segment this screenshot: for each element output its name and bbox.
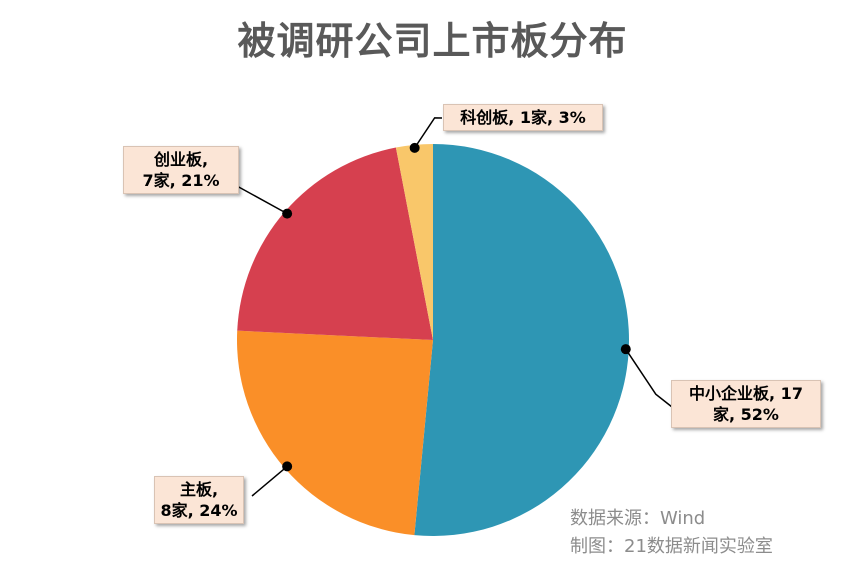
slice-zhongxiao-leader-dot xyxy=(620,344,631,355)
source-note: 数据来源：Wind 制图：21数据新闻实验室 xyxy=(570,505,773,561)
label-zhongxiao-line1: 中小企业板, 17 xyxy=(689,384,803,403)
data-source-text: 数据来源：Wind xyxy=(570,508,706,529)
label-zhongxiao-line2: 家, 52% xyxy=(713,405,779,424)
label-chuangye-line2: 7家, 21% xyxy=(142,171,220,190)
slice-zhuban-leader-line xyxy=(251,465,288,497)
label-zhuban: 主板, 8家, 24% xyxy=(154,476,244,524)
label-chuangye-line1: 创业板, xyxy=(153,150,209,169)
made-by-text: 制图：21数据新闻实验室 xyxy=(570,536,773,557)
label-kechuang-line1: 科创板, 1家, 3% xyxy=(460,108,586,127)
label-kechuang: 科创板, 1家, 3% xyxy=(443,104,603,131)
slice-kechuang-leader-line xyxy=(414,117,443,149)
slice-chuangye xyxy=(237,147,433,340)
slice-zhongxiao xyxy=(414,143,630,536)
label-zhuban-line2: 8家, 24% xyxy=(160,501,238,520)
slice-kechuang-leader-dot xyxy=(409,142,420,153)
slice-zhuban xyxy=(236,330,433,536)
slice-zhongxiao-leader-line xyxy=(625,348,673,408)
label-zhongxiao: 中小企业板, 17 家, 52% xyxy=(671,380,821,428)
chart-title: 被调研公司上市板分布 xyxy=(237,19,628,63)
slice-chuangye-leader-dot xyxy=(282,208,293,219)
label-zhuban-line1: 主板, xyxy=(179,480,219,499)
label-chuangye: 创业板, 7家, 21% xyxy=(123,146,239,194)
slice-zhuban-leader-dot xyxy=(282,461,293,472)
slice-kechuang xyxy=(395,144,433,340)
